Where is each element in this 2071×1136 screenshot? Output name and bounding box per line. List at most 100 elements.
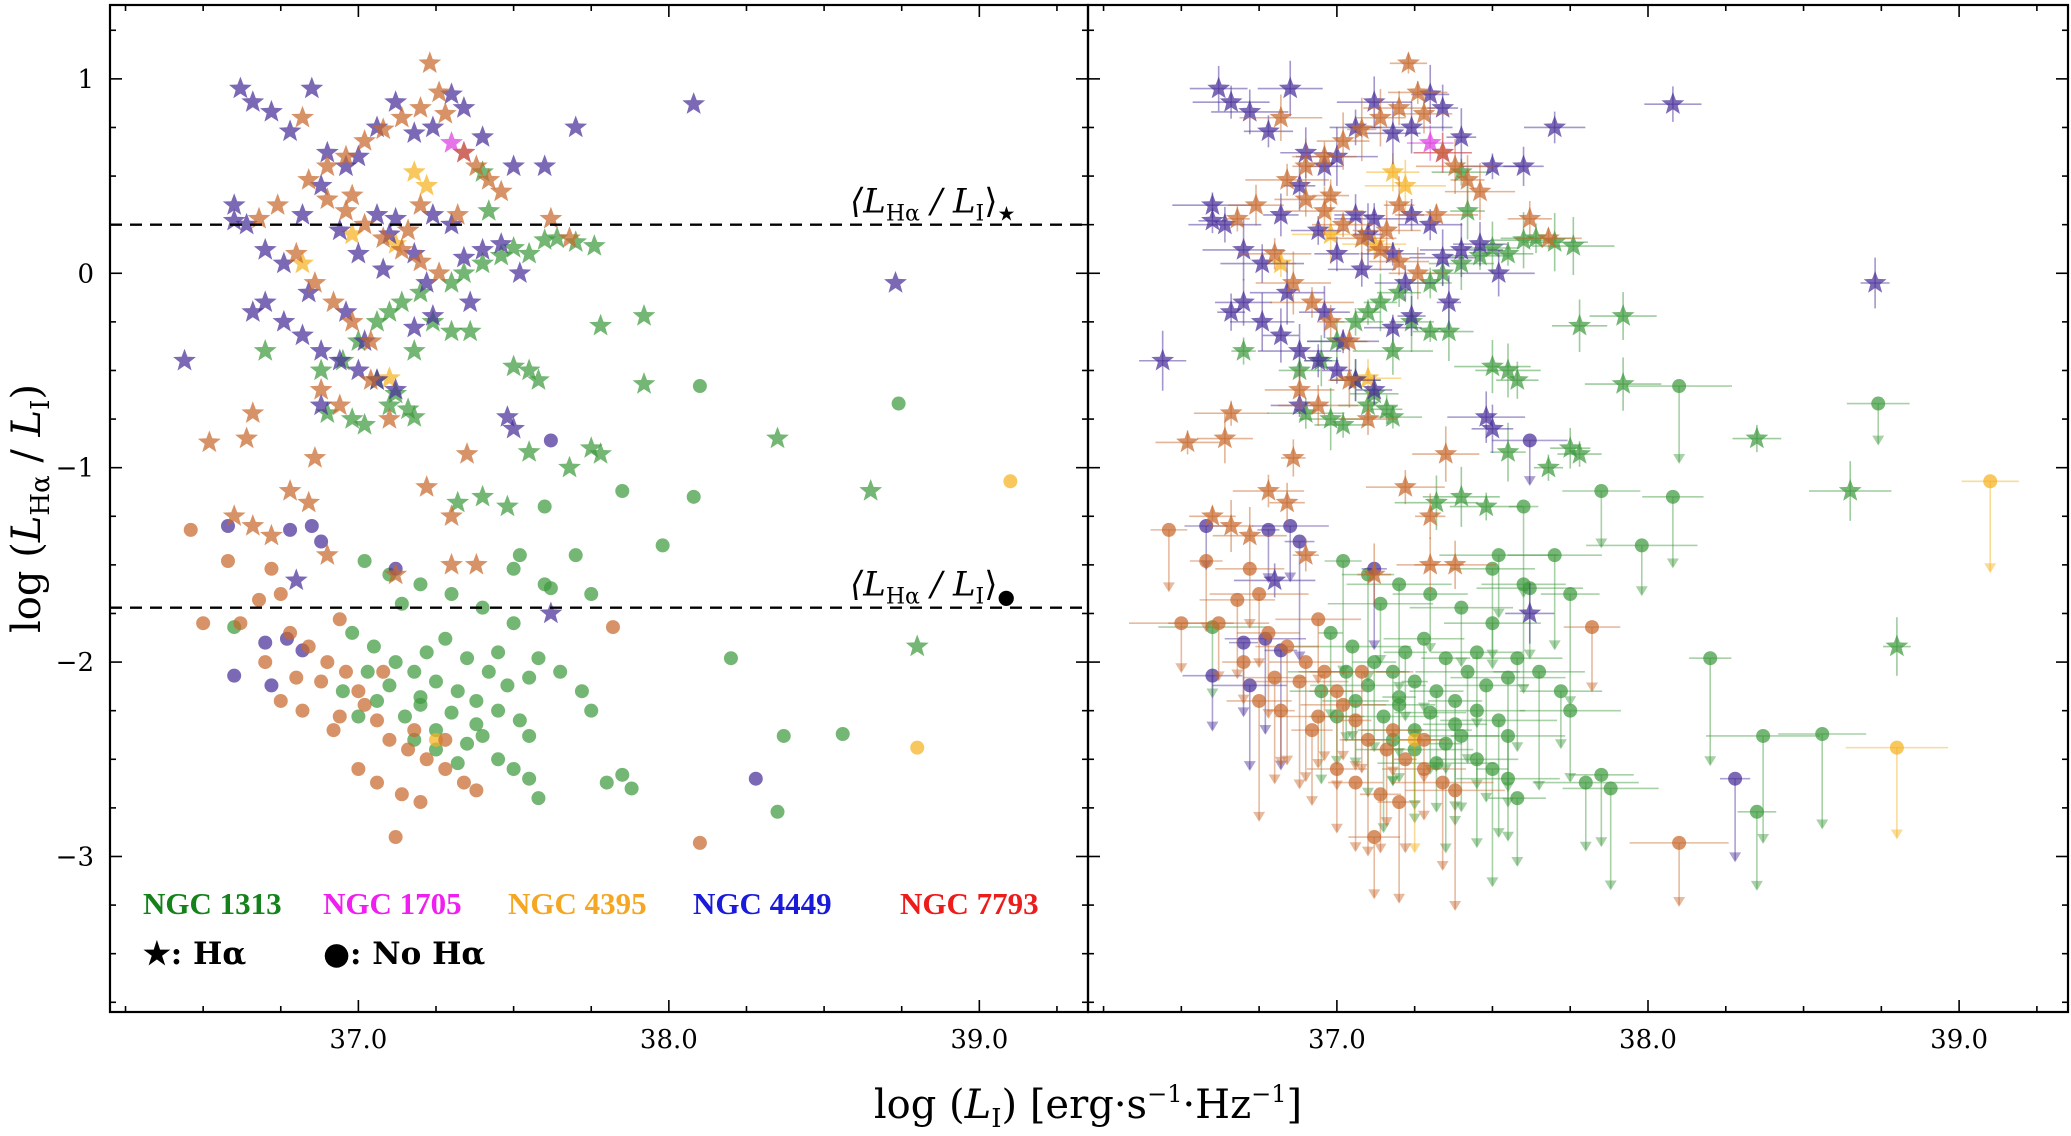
data-point-dot	[429, 742, 443, 757]
upper-limit-arrowhead	[1436, 861, 1449, 872]
upper-limit-arrowhead	[1355, 763, 1368, 774]
upper-limit-arrowhead	[1393, 773, 1406, 784]
upper-limit-arrowhead	[1455, 657, 1468, 668]
upper-limit-arrowhead	[1757, 834, 1770, 845]
data-point-dot	[537, 499, 552, 514]
upper-limit-arrowhead	[1480, 792, 1493, 803]
upper-limit-arrowhead	[1486, 877, 1499, 888]
data-point-star	[1418, 504, 1442, 526]
data-point-dot	[531, 791, 546, 806]
panel-frame	[108, 3, 1090, 1014]
data-point-dot	[1407, 674, 1422, 689]
data-point-star	[222, 208, 246, 231]
upper-limit-arrowhead	[1253, 658, 1266, 669]
upper-limit-arrowhead	[1502, 782, 1514, 793]
data-point-star	[396, 218, 420, 241]
upper-limit-arrowhead	[1231, 669, 1244, 680]
data-point-star	[502, 416, 525, 439]
upper-limit-arrowhead	[1604, 880, 1617, 891]
data-point-dot	[491, 752, 506, 767]
data-point-star	[1481, 354, 1504, 377]
upper-limit-arrowhead	[1492, 828, 1505, 839]
data-point-dot	[438, 631, 453, 646]
data-point-star	[315, 154, 339, 177]
data-point-dot	[1336, 553, 1351, 568]
data-point-dot	[1398, 645, 1413, 660]
data-point-dot	[351, 761, 366, 776]
data-point-star	[1250, 309, 1274, 332]
data-point-star	[291, 105, 314, 128]
data-point-star	[489, 179, 513, 202]
data-point-star	[371, 226, 395, 248]
data-point-star	[433, 101, 457, 124]
data-point-star	[427, 261, 451, 283]
data-point-dot	[419, 752, 434, 767]
y-tick-label: −2	[56, 648, 94, 678]
data-point-dot	[1280, 639, 1295, 654]
data-point-star	[558, 226, 581, 248]
data-point-star	[1381, 339, 1405, 361]
data-point-dot	[1317, 664, 1332, 679]
data-point-star	[517, 241, 541, 264]
y-tick-label: 0	[77, 259, 94, 289]
upper-limit-arrowhead	[1511, 857, 1524, 868]
data-point-star	[1393, 475, 1417, 497]
data-point-dot	[295, 703, 310, 718]
upper-limit-arrowhead	[1511, 742, 1524, 753]
data-point-star	[1661, 92, 1685, 114]
data-point-star	[291, 203, 314, 225]
upper-limit-arrowhead	[1586, 682, 1598, 693]
upper-limit-arrowhead	[1206, 688, 1219, 699]
upper-limit-arrowhead	[1393, 747, 1406, 758]
data-point-dot	[1398, 752, 1413, 767]
data-point-dot	[1501, 670, 1515, 685]
data-point-star	[1306, 393, 1330, 416]
data-point-star	[1362, 562, 1386, 585]
data-point-dot	[351, 709, 366, 724]
legend-entry-ngc-1705: NGC 1705	[323, 886, 462, 921]
upper-limit-arrowhead	[1386, 766, 1399, 777]
data-point-dot	[407, 664, 422, 679]
data-point-dot	[1429, 684, 1444, 699]
data-point-star	[272, 309, 296, 332]
upper-limit-arrowhead	[1579, 841, 1592, 852]
upper-limit-arrowhead	[1523, 649, 1536, 660]
data-point-star	[1885, 634, 1909, 657]
data-point-dot	[419, 645, 434, 660]
data-point-star	[1449, 484, 1473, 507]
data-point-dot	[1417, 631, 1431, 646]
data-point-dot	[382, 732, 397, 747]
data-point-star	[1232, 237, 1255, 260]
data-point-dot	[289, 670, 304, 685]
data-point-dot	[1407, 742, 1422, 757]
data-point-dot	[491, 645, 506, 660]
data-point-dot	[1354, 664, 1369, 679]
data-point-star	[315, 140, 339, 163]
data-point-dot	[723, 651, 738, 666]
data-point-star	[517, 440, 541, 462]
upper-limit-arrowhead	[1312, 758, 1325, 769]
legend-entry-ngc-4395: NGC 4395	[508, 886, 647, 921]
data-point-star	[1418, 552, 1442, 575]
data-point-dot	[1563, 587, 1578, 602]
data-point-star	[309, 339, 333, 361]
data-point-star	[1431, 140, 1455, 163]
data-point-dot	[1454, 600, 1469, 615]
upper-limit-arrowhead	[1262, 708, 1275, 719]
data-point-dot	[1314, 684, 1329, 699]
data-point-star	[1331, 412, 1355, 435]
data-point-dot	[1454, 728, 1469, 743]
data-point-star	[1356, 300, 1380, 322]
data-point-star	[402, 160, 426, 182]
data-point-star	[421, 304, 445, 326]
data-point-star	[415, 475, 439, 497]
upper-limit-arrowhead	[1362, 846, 1374, 857]
data-point-star	[1294, 154, 1318, 177]
data-point-star	[440, 82, 463, 105]
data-point-dot	[1323, 625, 1338, 640]
data-point-dot	[438, 761, 453, 776]
data-point-star	[384, 90, 408, 112]
upper-limit-arrowhead	[1349, 842, 1362, 853]
data-point-dot	[345, 625, 360, 640]
data-point-dot	[1469, 703, 1484, 718]
